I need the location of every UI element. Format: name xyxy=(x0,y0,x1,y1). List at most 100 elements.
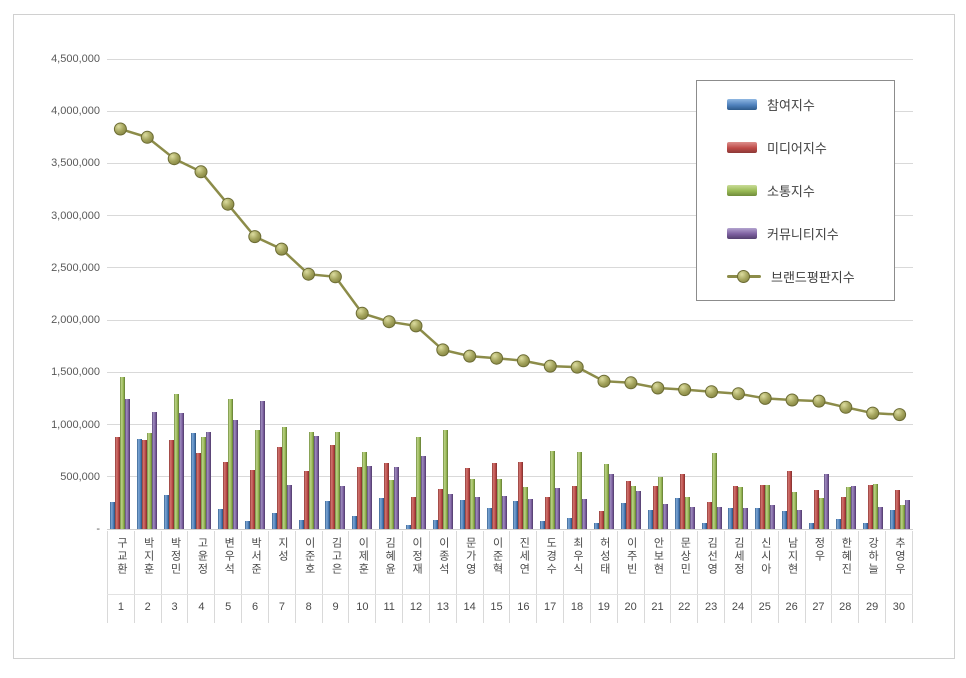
rank-label: 30 xyxy=(886,595,913,623)
bar-communication xyxy=(818,498,824,529)
bar-participation xyxy=(755,507,761,529)
bar-media xyxy=(142,440,148,529)
bar-media xyxy=(518,462,524,529)
bar-media xyxy=(384,463,390,529)
y-axis-tick-label: 1,500,000 xyxy=(51,366,100,379)
rank-label: 25 xyxy=(752,595,779,623)
line-marker xyxy=(597,374,611,388)
bar-community xyxy=(152,411,158,529)
bar-media xyxy=(491,462,497,529)
y-axis-tick-label: 2,500,000 xyxy=(51,261,100,274)
bar-participation xyxy=(137,438,143,529)
bar-community xyxy=(179,413,185,529)
bar-participation xyxy=(459,499,465,529)
gridline xyxy=(107,424,913,426)
bar-community xyxy=(770,504,776,529)
bar-participation xyxy=(432,519,438,529)
bar-community xyxy=(823,474,829,529)
rank-label: 10 xyxy=(349,595,377,623)
bar-communication xyxy=(738,487,744,529)
category-label: 문가영 xyxy=(464,537,477,576)
bar-media xyxy=(625,480,631,529)
rank-label: 14 xyxy=(457,595,484,623)
rank-label: 27 xyxy=(806,595,833,623)
category-cell: 박서준 xyxy=(242,531,269,594)
category-cell: 이종석 xyxy=(430,531,457,594)
bar-participation xyxy=(244,520,250,529)
bar-community xyxy=(662,504,668,529)
bar-media xyxy=(249,469,255,529)
rank-label: 1 xyxy=(107,595,135,623)
category-cell: 김세정 xyxy=(725,531,752,594)
legend-item-communication: 소통지수 xyxy=(697,169,894,212)
bar-media xyxy=(787,470,793,529)
bar-media xyxy=(222,461,228,529)
media-swatch-icon xyxy=(727,142,757,153)
bar-participation xyxy=(325,500,331,529)
legend-item-label: 브랜드평판지수 xyxy=(771,270,855,285)
line-marker xyxy=(167,152,181,166)
bar-media xyxy=(679,473,685,529)
legend-item-label: 미디어지수 xyxy=(767,141,827,156)
bar-community xyxy=(850,486,856,529)
bar-communication xyxy=(120,376,126,529)
y-axis-tick-label: 1,000,000 xyxy=(51,418,100,431)
bar-communication xyxy=(792,492,798,529)
rank-label: 19 xyxy=(591,595,618,623)
bar-participation xyxy=(782,511,788,529)
bar-community xyxy=(125,398,131,529)
category-cell: 김혜윤 xyxy=(376,531,404,594)
bar-community xyxy=(797,510,803,529)
bar-media xyxy=(330,445,336,529)
bar-community xyxy=(232,419,238,529)
y-axis-tick-label: 4,500,000 xyxy=(51,53,100,65)
rank-label: 21 xyxy=(645,595,672,623)
bar-participation xyxy=(164,495,170,529)
category-cell: 강하늘 xyxy=(859,531,887,594)
line-marker xyxy=(731,387,745,401)
rank-label: 29 xyxy=(859,595,887,623)
rank-label: 17 xyxy=(537,595,565,623)
bar-communication xyxy=(550,450,556,529)
rank-label: 18 xyxy=(564,595,591,623)
category-label: 강하늘 xyxy=(866,537,879,576)
category-label: 이정재 xyxy=(410,537,423,576)
bar-media xyxy=(652,485,658,529)
legend-item-label: 커뮤니티지수 xyxy=(767,227,839,242)
category-label: 한혜진 xyxy=(839,537,852,576)
bar-communication xyxy=(577,451,583,529)
rank-label: 15 xyxy=(484,595,511,623)
category-cell: 신시아 xyxy=(752,531,779,594)
bar-media xyxy=(733,486,739,529)
category-label: 구교환 xyxy=(115,537,128,576)
category-cell: 구교환 xyxy=(107,531,135,594)
category-cell: 박지훈 xyxy=(135,531,162,594)
category-label: 문상민 xyxy=(678,537,691,576)
category-label: 추영우 xyxy=(893,537,906,576)
bar-community xyxy=(340,486,346,529)
community-swatch-icon xyxy=(727,228,757,239)
category-axis: 구교환 박지훈 박정민 고윤정 변우석 박서준 지성 이준호 김고은 이제훈 김혜윤 이정재 이종석 문가… xyxy=(107,531,913,594)
bar-participation xyxy=(835,518,841,529)
line-marker xyxy=(758,391,772,405)
bar-participation xyxy=(540,520,546,529)
legend-item-community: 커뮤니티지수 xyxy=(697,212,894,255)
bar-media xyxy=(437,489,443,529)
rank-label: 6 xyxy=(242,595,269,623)
category-cell: 허성태 xyxy=(591,531,618,594)
category-cell: 김선영 xyxy=(698,531,726,594)
bar-participation xyxy=(862,523,868,529)
bar-communication xyxy=(201,436,207,529)
bar-media xyxy=(196,452,202,529)
category-label: 정우 xyxy=(812,537,825,563)
category-cell: 진세연 xyxy=(510,531,538,594)
bar-community xyxy=(716,507,722,529)
bar-media xyxy=(545,496,551,529)
line-marker xyxy=(248,230,262,244)
rank-label: 11 xyxy=(376,595,404,623)
bar-communication xyxy=(604,463,610,529)
bar-communication xyxy=(227,399,233,529)
bead-marker-icon xyxy=(737,270,750,283)
legend-item-label: 참여지수 xyxy=(767,98,815,113)
